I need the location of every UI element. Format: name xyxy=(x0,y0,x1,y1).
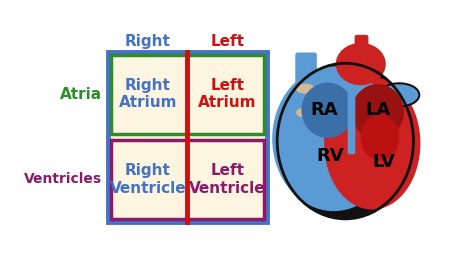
Ellipse shape xyxy=(278,64,413,218)
Text: LV: LV xyxy=(373,153,395,171)
Text: Left
Atrium: Left Atrium xyxy=(198,78,256,110)
Ellipse shape xyxy=(361,114,399,160)
Ellipse shape xyxy=(296,84,315,94)
Ellipse shape xyxy=(352,84,404,140)
Text: Ventricles: Ventricles xyxy=(24,172,102,186)
Text: Right
Atrium: Right Atrium xyxy=(118,78,177,110)
Text: RA: RA xyxy=(310,101,337,119)
Text: RV: RV xyxy=(316,148,344,165)
Bar xyxy=(111,55,264,134)
Bar xyxy=(108,52,267,222)
Text: Left
Ventricle: Left Ventricle xyxy=(189,163,265,196)
Ellipse shape xyxy=(324,77,420,209)
FancyBboxPatch shape xyxy=(347,90,356,154)
Bar xyxy=(108,137,188,222)
Text: Atria: Atria xyxy=(60,87,102,102)
Bar xyxy=(111,140,264,219)
Ellipse shape xyxy=(301,83,354,138)
Text: Right
Ventricle: Right Ventricle xyxy=(109,163,186,196)
Ellipse shape xyxy=(272,66,395,211)
Bar xyxy=(188,137,267,222)
Text: LA: LA xyxy=(366,101,391,119)
Ellipse shape xyxy=(296,108,315,118)
FancyBboxPatch shape xyxy=(295,53,317,105)
FancyBboxPatch shape xyxy=(355,35,368,56)
Bar xyxy=(188,52,267,137)
Ellipse shape xyxy=(380,84,419,106)
Bar xyxy=(108,52,188,137)
Ellipse shape xyxy=(315,72,376,118)
Text: Right: Right xyxy=(125,34,171,49)
Ellipse shape xyxy=(336,43,386,85)
Text: Left: Left xyxy=(210,34,244,49)
